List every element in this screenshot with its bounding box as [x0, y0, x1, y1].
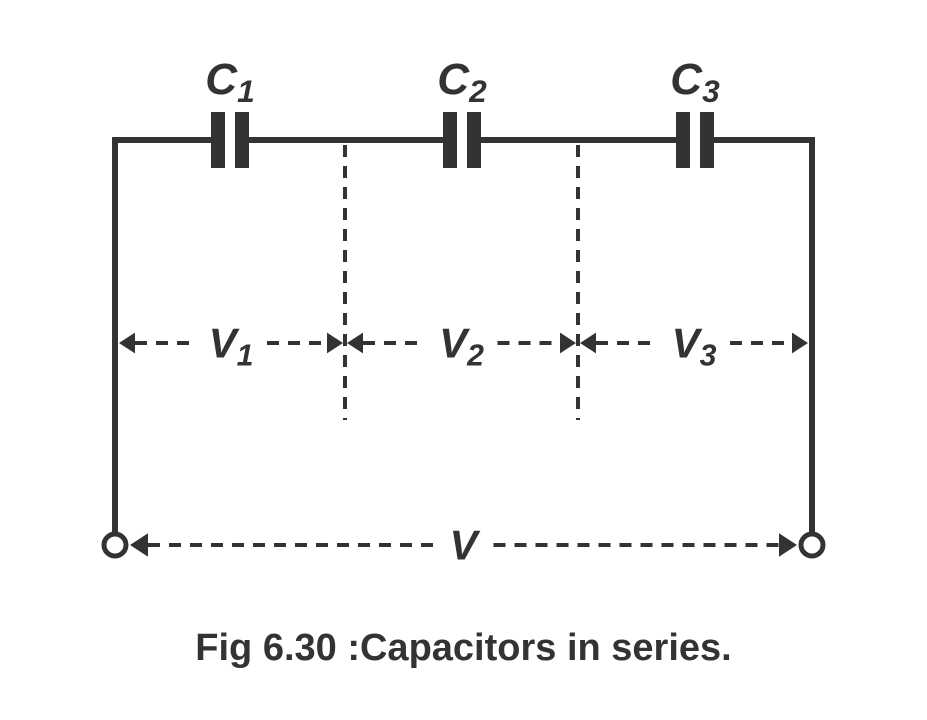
- capacitor-label-c1: C1: [205, 55, 254, 109]
- circuit-diagram: V1 V2 V3 V C1 C2 C3: [0, 0, 927, 720]
- capacitor-label-c2: C2: [437, 55, 487, 109]
- figure-caption: Fig 6.30 :Capacitors in series.: [0, 627, 927, 670]
- caption-text: Fig 6.30 :Capacitors in series.: [195, 627, 731, 669]
- voltage-label-v-total: V: [449, 522, 480, 569]
- voltage-label-v1: V1: [209, 320, 254, 373]
- voltage-label-v3: V3: [672, 320, 717, 373]
- capacitor-label-c3: C3: [670, 55, 720, 109]
- voltage-label-v2: V2: [439, 320, 484, 373]
- circuit-svg: V1 V2 V3 V C1 C2 C3: [0, 0, 927, 720]
